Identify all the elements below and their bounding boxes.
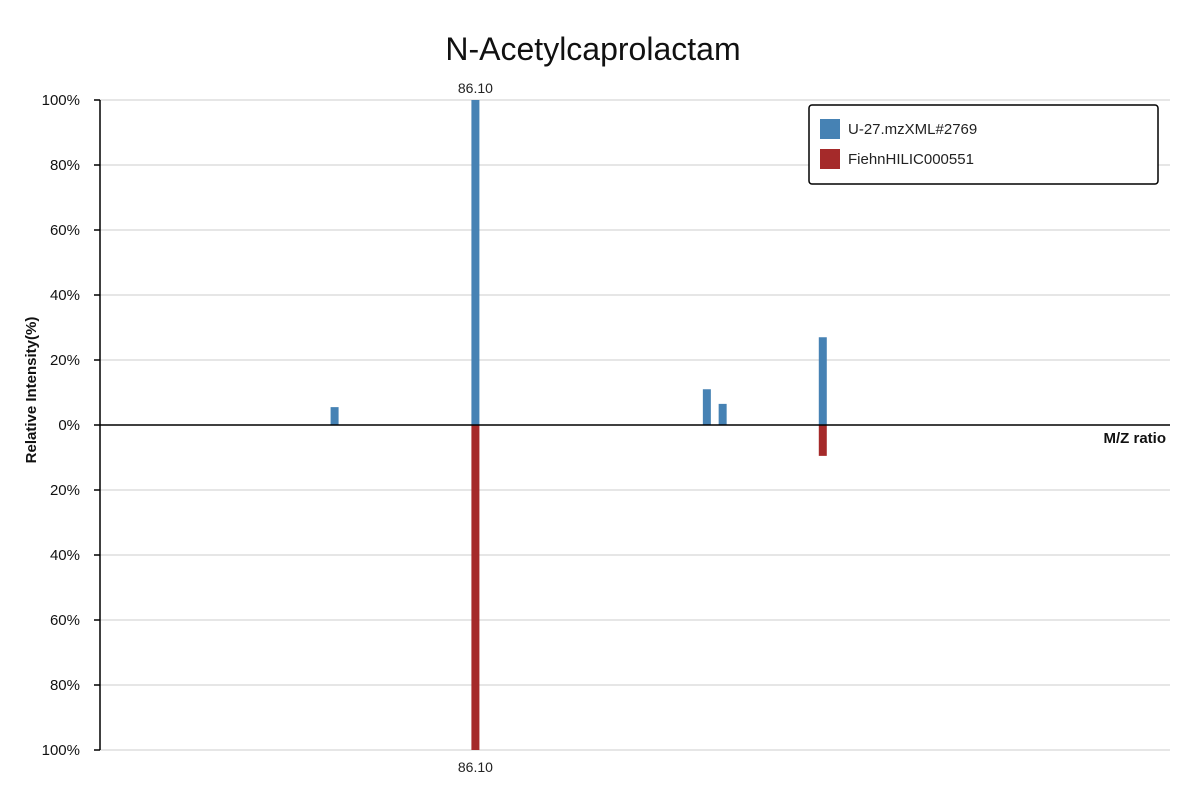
y-tick-label: 60% bbox=[50, 612, 80, 629]
y-tick-label: 40% bbox=[50, 547, 80, 564]
y-tick-label: 40% bbox=[50, 287, 80, 304]
peak-labels: 86.10 86.10 bbox=[458, 80, 493, 775]
legend-swatch bbox=[820, 119, 840, 139]
legend-swatch bbox=[820, 149, 840, 169]
grid-lines bbox=[100, 99, 1170, 751]
legend-label: FiehnHILIC000551 bbox=[848, 151, 974, 168]
peak-bar-series-1 bbox=[330, 407, 339, 425]
legend-box bbox=[808, 104, 1159, 185]
peak-label: 86.10 bbox=[458, 80, 493, 96]
chart-title: N-Acetylcaprolactam bbox=[445, 31, 740, 67]
legend-items: U-27.mzXML#2769 FiehnHILIC000551 bbox=[820, 119, 977, 169]
peak-bar-series-2 bbox=[818, 425, 827, 456]
peak-bar-series-1 bbox=[818, 337, 827, 425]
peak-bars bbox=[330, 100, 827, 750]
peak-bar-series-1 bbox=[471, 100, 480, 425]
x-axis-label: M/Z ratio bbox=[1104, 430, 1167, 447]
y-tick-label: 80% bbox=[50, 677, 80, 694]
y-axis-ticks: 100% 80% 60% 40% 20% 0% 20% 40% 60% 80% 100% bbox=[42, 92, 100, 759]
peak-bar-series-2 bbox=[471, 425, 480, 750]
peak-bar-series-1 bbox=[718, 403, 727, 425]
y-axis-label: Relative Intensity(%) bbox=[23, 317, 40, 464]
y-tick-label: 80% bbox=[50, 157, 80, 174]
axes bbox=[99, 100, 1170, 750]
peak-bar-series-1 bbox=[702, 389, 711, 425]
y-tick-label: 100% bbox=[42, 742, 80, 759]
legend-label: U-27.mzXML#2769 bbox=[848, 121, 977, 138]
y-tick-label: 60% bbox=[50, 222, 80, 239]
y-tick-label: 20% bbox=[50, 482, 80, 499]
y-tick-label: 0% bbox=[58, 417, 80, 434]
legend: U-27.mzXML#2769 FiehnHILIC000551 bbox=[808, 104, 1159, 185]
y-tick-label: 20% bbox=[50, 352, 80, 369]
peak-label: 86.10 bbox=[458, 759, 493, 775]
y-tick-label: 100% bbox=[42, 92, 80, 109]
